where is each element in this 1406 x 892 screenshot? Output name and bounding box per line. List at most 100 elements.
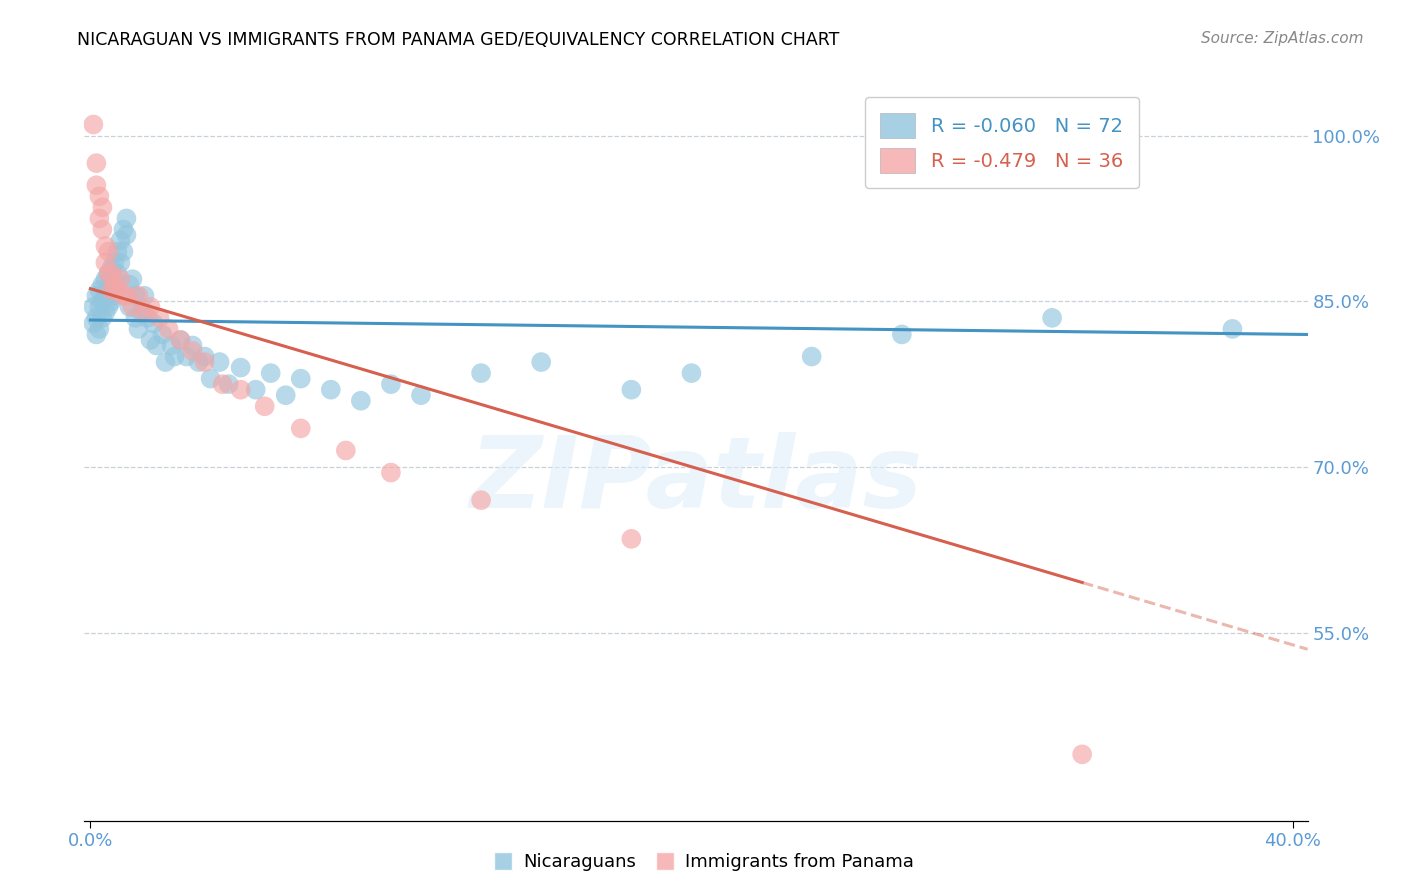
Point [100,283,122,297]
Point [91,200,114,214]
Point [470,366,492,380]
Point [335,443,357,458]
Point [620,532,643,546]
Point [121,300,143,314]
Point [94,289,117,303]
Point [319,383,342,397]
Point [115,211,138,226]
Point [89,322,111,336]
Point [157,322,180,336]
Point [160,338,183,352]
Point [97,267,120,281]
Point [89,283,111,297]
Legend: R = -0.060   N = 72, R = -0.479   N = 36: R = -0.060 N = 72, R = -0.479 N = 36 [865,97,1139,188]
Point [187,355,209,369]
Point [127,322,149,336]
Point [181,338,204,352]
Point [169,333,191,347]
Point [100,261,122,276]
Point [86,289,108,303]
Text: ZIPatlas: ZIPatlas [470,432,922,529]
Point [253,399,276,413]
Point [274,388,297,402]
Point [620,383,643,397]
Point [103,272,125,286]
Point [112,222,135,236]
Point [121,272,143,286]
Point [110,272,132,286]
Point [409,388,432,402]
Point [100,294,122,309]
Point [152,327,174,342]
Point [91,294,114,309]
Point [115,289,138,303]
Point [107,267,129,281]
Point [100,277,122,292]
Point [124,289,146,303]
Point [1040,310,1063,325]
Point [134,289,156,303]
Point [245,383,267,397]
Point [470,493,492,508]
Point [145,338,167,352]
Point [890,327,912,342]
Point [290,421,312,435]
Point [91,310,114,325]
Point [681,366,703,380]
Point [97,244,120,259]
Point [124,310,146,325]
Point [181,344,204,359]
Point [148,310,170,325]
Point [86,327,108,342]
Point [194,355,217,369]
Point [218,377,240,392]
Point [134,305,156,319]
Point [89,189,111,203]
Point [103,289,125,303]
Point [290,371,312,385]
Point [115,227,138,242]
Point [112,244,135,259]
Point [107,244,129,259]
Point [800,350,823,364]
Point [155,355,177,369]
Point [97,267,120,281]
Point [86,310,108,325]
Point [94,305,117,319]
Point [229,383,252,397]
Point [127,289,149,303]
Point [103,277,125,292]
Point [97,283,120,297]
Point [530,355,553,369]
Point [94,255,117,269]
Point [380,466,402,480]
Point [208,355,231,369]
Point [91,222,114,236]
Point [139,300,162,314]
Point [89,300,111,314]
Point [1222,322,1244,336]
Point [100,267,122,281]
Point [118,300,141,314]
Point [131,305,153,319]
Point [107,283,129,297]
Point [112,289,135,303]
Point [229,360,252,375]
Point [89,211,111,226]
Point [82,300,104,314]
Point [350,393,373,408]
Point [139,333,162,347]
Point [91,277,114,292]
Point [110,255,132,269]
Point [118,277,141,292]
Point [136,310,159,325]
Legend: Nicaraguans, Immigrants from Panama: Nicaraguans, Immigrants from Panama [485,847,921,879]
Point [82,118,104,132]
Point [94,239,117,253]
Point [97,300,120,314]
Point [110,234,132,248]
Point [142,317,165,331]
Point [260,366,283,380]
Point [380,377,402,392]
Point [176,350,198,364]
